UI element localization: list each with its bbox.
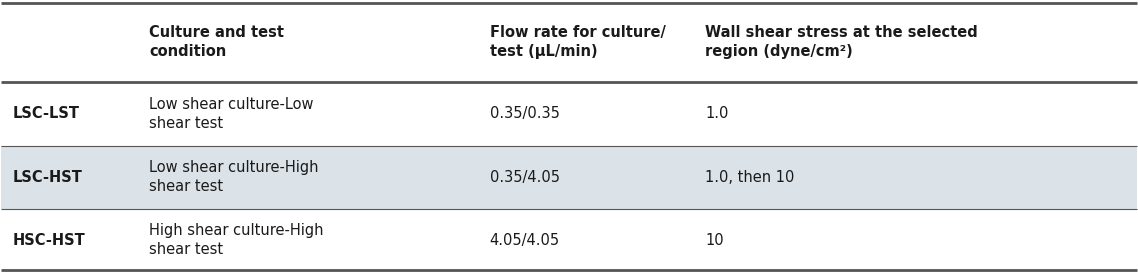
Text: 0.35/0.35: 0.35/0.35 <box>489 106 560 121</box>
Text: HSC-HST: HSC-HST <box>13 233 85 248</box>
Text: 1.0: 1.0 <box>706 106 728 121</box>
Text: Low shear culture-High
shear test: Low shear culture-High shear test <box>149 160 319 194</box>
Bar <box>1 209 1137 272</box>
Bar <box>1 146 1137 209</box>
Text: 10: 10 <box>706 233 724 248</box>
Text: 4.05/4.05: 4.05/4.05 <box>489 233 560 248</box>
Text: 0.35/4.05: 0.35/4.05 <box>489 170 560 185</box>
Text: Low shear culture-Low
shear test: Low shear culture-Low shear test <box>149 97 313 131</box>
Text: High shear culture-High
shear test: High shear culture-High shear test <box>149 223 323 257</box>
Text: Wall shear stress at the selected
region (dyne/cm²): Wall shear stress at the selected region… <box>706 25 978 59</box>
Text: Flow rate for culture/
test (μL/min): Flow rate for culture/ test (μL/min) <box>489 25 666 59</box>
Text: 1.0, then 10: 1.0, then 10 <box>706 170 794 185</box>
Text: LSC-LST: LSC-LST <box>13 106 80 121</box>
Text: Culture and test
condition: Culture and test condition <box>149 25 284 59</box>
Bar <box>1 82 1137 146</box>
Text: LSC-HST: LSC-HST <box>13 170 83 185</box>
